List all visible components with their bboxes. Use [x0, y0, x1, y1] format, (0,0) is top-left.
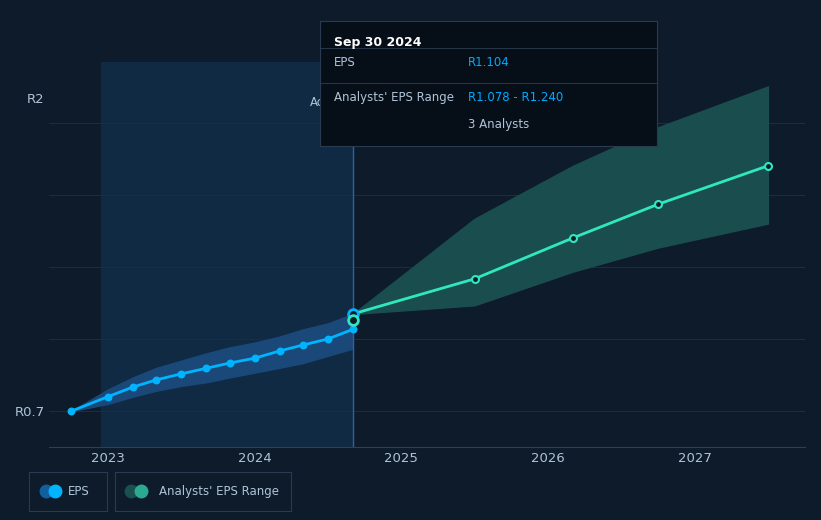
- Text: EPS: EPS: [333, 56, 355, 69]
- Point: [200, 364, 213, 372]
- Text: Actual: Actual: [310, 96, 347, 109]
- Point: [126, 383, 140, 391]
- Text: R1.104: R1.104: [468, 56, 510, 69]
- Point: [223, 359, 236, 367]
- Point: [175, 370, 188, 378]
- Point: [296, 341, 310, 349]
- Point: [101, 393, 114, 401]
- Point: [321, 335, 334, 343]
- Point: [65, 407, 78, 415]
- Text: Analysts Forecasts: Analysts Forecasts: [359, 96, 469, 109]
- Text: Analysts' EPS Range: Analysts' EPS Range: [159, 485, 279, 498]
- Bar: [101, 62, 353, 447]
- Point: [273, 347, 286, 355]
- Point: [346, 325, 360, 333]
- Point: [248, 354, 261, 362]
- Point: [149, 375, 163, 384]
- Text: EPS: EPS: [68, 485, 89, 498]
- Text: Analysts' EPS Range: Analysts' EPS Range: [333, 90, 454, 103]
- Text: R1.078 - R1.240: R1.078 - R1.240: [468, 90, 563, 103]
- Text: 3 Analysts: 3 Analysts: [468, 118, 530, 131]
- Text: Sep 30 2024: Sep 30 2024: [333, 36, 421, 49]
